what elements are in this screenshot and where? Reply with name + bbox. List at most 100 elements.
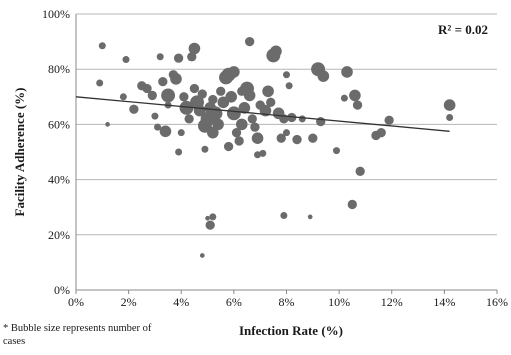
bubble	[223, 141, 234, 152]
bubble	[177, 129, 185, 137]
bubble	[355, 166, 365, 176]
bubble	[98, 42, 106, 50]
bubble	[316, 116, 326, 127]
bubble	[254, 151, 262, 159]
bubble	[292, 134, 302, 145]
bubble	[251, 132, 264, 144]
bubble	[208, 94, 218, 105]
bubble	[285, 82, 293, 90]
bubble	[205, 220, 215, 230]
bubble	[270, 45, 282, 58]
bubble	[151, 112, 159, 120]
bubble	[347, 199, 357, 210]
bubble	[243, 89, 256, 102]
bubble	[179, 100, 194, 115]
bubble	[234, 136, 244, 146]
bubble	[376, 128, 386, 138]
x-tick-label: 10%	[328, 295, 350, 309]
bubble	[235, 118, 248, 131]
bubble	[188, 42, 201, 55]
bubble	[317, 70, 330, 82]
bubble	[179, 92, 189, 102]
bubble	[158, 76, 168, 87]
x-tick-label: 8%	[279, 295, 295, 309]
bubble	[283, 129, 290, 137]
bubble	[175, 148, 183, 156]
bubble	[189, 83, 200, 94]
bubble	[147, 90, 157, 101]
bubble	[250, 122, 260, 132]
bubble	[231, 128, 242, 138]
bubble	[349, 89, 361, 102]
bubble	[197, 89, 207, 99]
y-tick-label: 0%	[54, 283, 70, 297]
bubble	[308, 133, 318, 143]
bubble	[280, 211, 288, 219]
x-tick-labels: 0% 2% 4% 6% 8% 10% 12% 14% 16%	[68, 295, 508, 309]
y-tick-label: 100%	[42, 7, 70, 21]
trendline	[75, 96, 450, 132]
bubble	[276, 133, 286, 143]
y-tick-label: 80%	[48, 62, 70, 76]
bubble	[187, 52, 197, 62]
bubble	[262, 85, 274, 98]
bubble	[341, 66, 353, 78]
bubble	[340, 94, 348, 102]
bubble	[287, 112, 297, 123]
bubble	[298, 115, 306, 123]
bubble	[159, 125, 172, 138]
y-tick-label: 20%	[48, 228, 70, 242]
x-tick-label: 16%	[486, 295, 508, 309]
y-tick-label: 60%	[48, 117, 70, 131]
x-tick-label: 2%	[121, 295, 137, 309]
y-tick-labels: 0% 20% 40% 60% 80% 100%	[42, 7, 70, 297]
bubble	[129, 104, 139, 114]
r-squared-annotation: R² = 0.02	[438, 22, 488, 37]
bubble	[247, 114, 257, 124]
bubble	[384, 115, 394, 125]
bubble	[216, 86, 226, 96]
axes	[75, 14, 498, 294]
bubble	[105, 122, 110, 127]
x-tick-label: 0%	[68, 295, 84, 309]
bubble	[205, 215, 210, 221]
bubble-size-footnote: * Bubble size represents number of cases	[3, 323, 152, 347]
bubble	[446, 114, 454, 121]
bubble	[170, 73, 182, 85]
trendline-line	[75, 96, 450, 132]
bubble	[212, 118, 224, 131]
bubble	[156, 53, 164, 61]
bubble	[199, 253, 205, 258]
bubble	[283, 71, 290, 79]
bubble	[161, 88, 176, 103]
x-tick-label: 6%	[226, 295, 242, 309]
bubble	[307, 214, 313, 220]
bubble	[119, 93, 127, 101]
bubble	[238, 102, 251, 114]
bubble	[207, 126, 219, 139]
bubble	[259, 149, 267, 157]
bubble	[201, 145, 209, 153]
bubble	[184, 114, 194, 124]
bubble	[443, 99, 456, 111]
gridlines	[76, 13, 497, 236]
x-tick-label: 14%	[433, 295, 455, 309]
bubble	[266, 97, 276, 107]
x-tick-label: 4%	[173, 295, 189, 309]
bubble	[122, 56, 130, 64]
bubble	[245, 36, 255, 47]
bubble	[209, 213, 217, 221]
bubble	[142, 83, 152, 94]
bubble	[154, 123, 162, 131]
bubble	[228, 66, 240, 78]
bubble	[352, 100, 363, 110]
bubble	[173, 53, 184, 63]
x-tick-label: 12%	[381, 295, 403, 309]
y-tick-label: 40%	[48, 173, 70, 187]
x-axis-title: Infection Rate (%)	[239, 323, 343, 338]
y-axis-title: Facility Adherence (%)	[12, 87, 27, 216]
bubble	[208, 106, 223, 121]
bubble	[226, 106, 241, 121]
bubbles	[96, 36, 456, 258]
